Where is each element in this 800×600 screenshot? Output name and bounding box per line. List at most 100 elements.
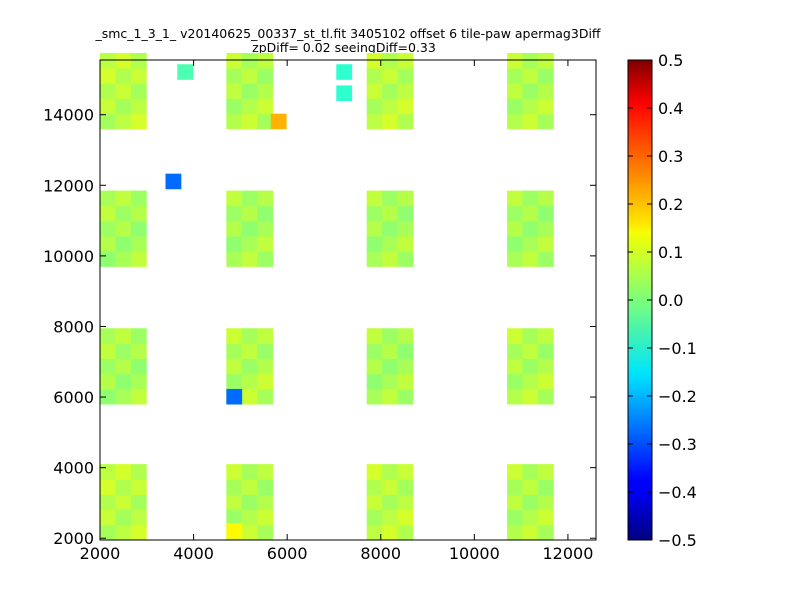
heatmap-cell xyxy=(366,464,383,480)
heatmap-cell xyxy=(100,373,116,390)
heatmap-cell xyxy=(115,68,132,84)
heatmap-cell xyxy=(522,388,539,405)
heatmap-cell xyxy=(507,373,523,390)
heatmap-cell xyxy=(130,373,147,390)
heatmap-cell xyxy=(507,52,523,69)
heatmap-cell xyxy=(130,190,147,207)
colorbar-tick-label: −0.5 xyxy=(658,531,697,550)
heatmap-cell xyxy=(130,98,147,115)
colorbar-tick-label: −0.1 xyxy=(658,339,697,358)
heatmap-cell xyxy=(507,358,523,375)
heatmap-cell xyxy=(397,98,414,115)
heatmap-cell xyxy=(397,205,414,222)
heatmap-cell xyxy=(397,343,414,359)
x-tick-label: 10000 xyxy=(449,544,500,563)
colorbar-tick-label: 0.3 xyxy=(658,147,683,166)
heatmap-cell xyxy=(241,479,258,495)
plot-frame xyxy=(99,59,597,541)
heatmap-cell xyxy=(382,524,398,541)
heatmap-cell xyxy=(366,68,383,84)
heatmap-cell xyxy=(537,52,554,69)
heatmap-cell xyxy=(507,388,523,405)
heatmap-cell xyxy=(397,524,414,541)
heatmap-cell xyxy=(507,98,523,115)
heatmap-cell xyxy=(226,343,243,359)
heatmap-cell xyxy=(100,343,116,359)
heatmap-cell-highlight xyxy=(177,64,194,80)
heatmap-cell xyxy=(226,509,243,526)
heatmap-cell xyxy=(241,524,258,541)
heatmap-cell xyxy=(507,479,523,495)
x-axis: 2000 4000 6000 8000 10000 12000 xyxy=(80,60,593,563)
heatmap-cell xyxy=(537,251,554,267)
heatmap-cell xyxy=(100,251,116,267)
heatmap-cell xyxy=(382,68,398,84)
heatmap-cell xyxy=(522,98,539,115)
heatmap-cell xyxy=(397,373,414,390)
heatmap-cell xyxy=(257,479,274,495)
heatmap-cell xyxy=(130,68,147,84)
heatmap-cell xyxy=(100,68,116,84)
heatmap-cell xyxy=(130,388,147,405)
heatmap-cell xyxy=(537,509,554,526)
heatmap-cell xyxy=(522,205,539,222)
heatmap-cell xyxy=(382,509,398,526)
chart-title-line-2: zpDiff= 0.02 seeingDiff=0.33 xyxy=(252,40,436,55)
colorbar-tick-label: 0.2 xyxy=(658,195,683,214)
heatmap-cell xyxy=(130,464,147,480)
x-tick-label: 4000 xyxy=(173,544,214,563)
heatmap-cell xyxy=(115,509,132,526)
heatmap-cell xyxy=(537,113,554,130)
heatmap-cell xyxy=(257,328,274,344)
heatmap-cell xyxy=(366,358,383,375)
heatmap-cell xyxy=(522,68,539,84)
heatmap-cell xyxy=(257,52,274,69)
heatmap-cell xyxy=(130,236,147,252)
heatmap-cell xyxy=(257,509,274,526)
heatmap-cell xyxy=(257,113,274,130)
heatmap-cell xyxy=(507,251,523,267)
heatmap-cell xyxy=(507,190,523,207)
y-tick-label: 6000 xyxy=(53,388,94,407)
heatmap-cell xyxy=(382,98,398,115)
heatmap-cell xyxy=(257,464,274,480)
heatmap-cell xyxy=(397,68,414,84)
heatmap-cell xyxy=(226,358,243,375)
heatmap-cell xyxy=(366,98,383,115)
heatmap-cell xyxy=(522,220,539,237)
heatmap-cell xyxy=(397,388,414,405)
heatmap-cell xyxy=(537,343,554,359)
heatmap-cell xyxy=(241,205,258,222)
heatmap-cell xyxy=(507,68,523,84)
heatmap-cell xyxy=(382,479,398,495)
heatmap-cell xyxy=(226,251,243,267)
heatmap-cell xyxy=(257,373,274,390)
heatmap-cell xyxy=(100,190,116,207)
heatmap-cell xyxy=(257,358,274,375)
heatmap-cell xyxy=(366,494,383,511)
heatmap-cell xyxy=(100,236,116,252)
heatmap-cell xyxy=(397,190,414,207)
heatmap-cell xyxy=(130,113,147,130)
heatmap-cell xyxy=(257,343,274,359)
heatmap-cell xyxy=(522,251,539,267)
heatmap-cell xyxy=(115,479,132,495)
heatmap-cell xyxy=(130,509,147,526)
colorbar-tick-label: 0.1 xyxy=(658,243,683,262)
heatmap-cell xyxy=(537,494,554,511)
heatmap-cell xyxy=(382,236,398,252)
heatmap-cell xyxy=(100,509,116,526)
heatmap-cell xyxy=(115,251,132,267)
heatmap-cell-highlight xyxy=(336,64,353,80)
heatmap-cell xyxy=(100,328,116,344)
heatmap-cell xyxy=(226,236,243,252)
heatmap-cell xyxy=(100,479,116,495)
heatmap-cell xyxy=(522,343,539,359)
heatmap-cell xyxy=(537,236,554,252)
heatmap-cell xyxy=(537,388,554,405)
heatmap-cell xyxy=(366,190,383,207)
heatmap-cell xyxy=(522,328,539,344)
heatmap-cell-highlight xyxy=(226,388,243,405)
heatmap-cell xyxy=(115,220,132,237)
heatmap-cell xyxy=(366,328,383,344)
